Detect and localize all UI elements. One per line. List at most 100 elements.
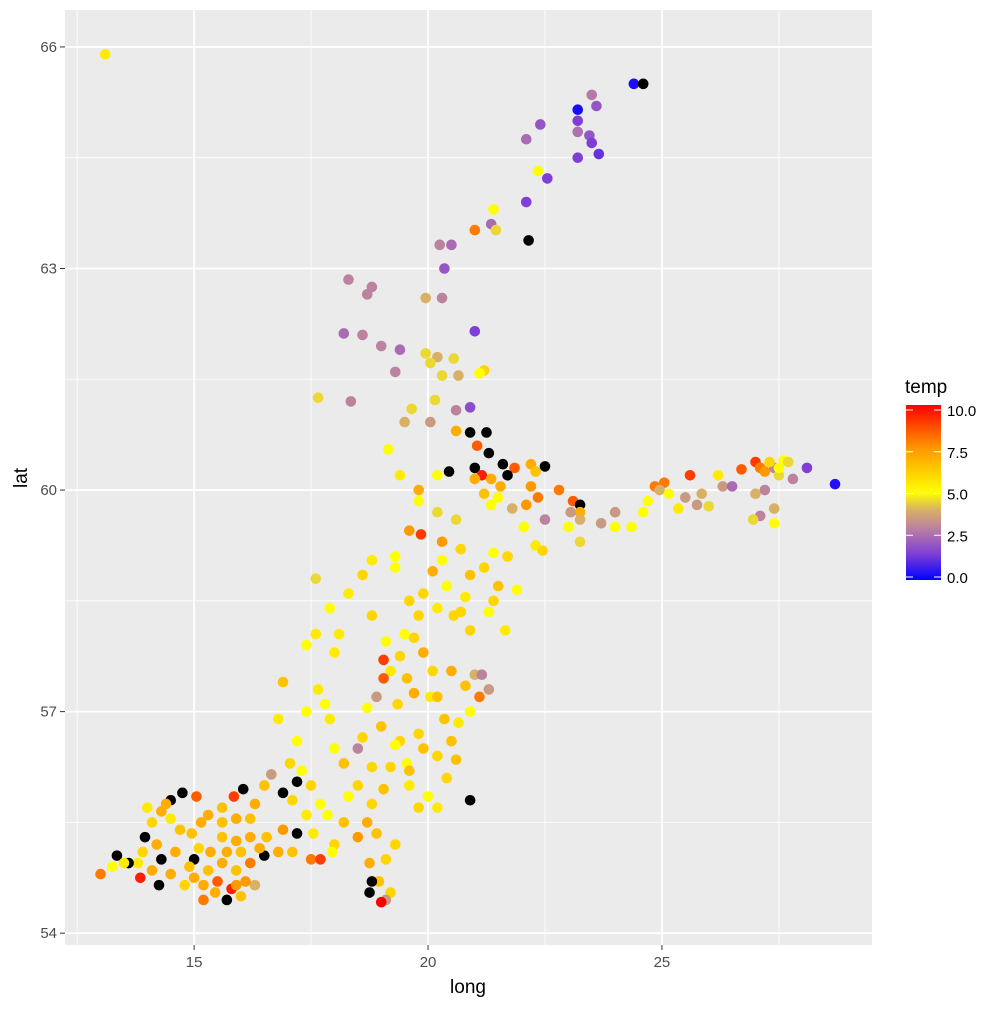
data-point (135, 872, 146, 884)
data-point (408, 632, 420, 644)
data-point-na (481, 427, 492, 438)
data-point (324, 713, 336, 725)
data-point (389, 739, 401, 751)
data-point (151, 839, 162, 850)
data-point (420, 348, 431, 359)
data-point (532, 165, 544, 177)
legend-tick-label: 2.5 (947, 528, 968, 545)
data-point (418, 743, 429, 754)
data-point (216, 857, 228, 869)
data-point (338, 817, 350, 828)
data-point (520, 196, 532, 208)
data-point (366, 798, 378, 810)
data-point (446, 735, 457, 747)
data-point (460, 680, 471, 692)
data-point (244, 813, 256, 825)
data-points (95, 49, 841, 908)
data-point (609, 521, 621, 533)
data-point (191, 791, 202, 802)
y-tick-label: 63 (40, 260, 57, 277)
data-point (312, 392, 324, 404)
data-point (478, 488, 490, 500)
data-point (375, 721, 387, 732)
data-point (471, 440, 483, 452)
data-point (357, 732, 368, 743)
legend-colorbar (906, 405, 941, 580)
data-point (106, 861, 118, 873)
data-point (759, 466, 771, 477)
data-point (478, 562, 490, 573)
data-point (432, 602, 443, 614)
data-point (782, 456, 794, 468)
data-point (385, 665, 396, 677)
data-point (464, 402, 476, 413)
data-point-na (464, 427, 476, 438)
data-point (389, 551, 401, 562)
data-point (553, 484, 565, 496)
data-point-na (469, 462, 481, 474)
data-point (663, 488, 675, 500)
data-point (277, 824, 289, 836)
data-point (455, 606, 467, 618)
data-point (530, 466, 541, 477)
data-point (216, 817, 228, 828)
data-point (188, 872, 200, 884)
data-point (333, 628, 345, 640)
data-point-na (366, 876, 378, 887)
data-point (574, 506, 586, 518)
data-point (202, 865, 214, 876)
data-point (273, 846, 284, 858)
data-point (413, 610, 424, 621)
legend-tick-label: 10.0 (947, 403, 976, 420)
data-point (637, 506, 649, 518)
data-point (375, 896, 387, 908)
data-point (768, 517, 780, 529)
data-point (266, 769, 277, 780)
data-point (450, 425, 462, 437)
data-point (240, 876, 251, 887)
data-point (310, 628, 322, 640)
data-point (736, 464, 747, 475)
data-point (436, 536, 448, 548)
data-point (439, 713, 450, 725)
data-point (413, 802, 424, 813)
data-point (429, 394, 441, 406)
data-point (525, 481, 537, 492)
legend-tick-label: 7.5 (947, 445, 968, 462)
data-point (427, 565, 439, 577)
data-point (609, 506, 621, 518)
data-point (343, 588, 354, 599)
data-point (492, 580, 504, 592)
data-point (322, 809, 333, 821)
data-point (654, 484, 665, 496)
x-tick-label: 20 (420, 954, 437, 971)
data-point (563, 521, 574, 533)
data-point (352, 780, 364, 791)
data-point (691, 499, 703, 511)
data-point (404, 765, 415, 777)
data-point (216, 802, 228, 813)
data-point-na (111, 850, 123, 861)
data-point (287, 794, 298, 806)
data-point (593, 148, 605, 160)
data-point (413, 728, 424, 740)
data-point (230, 865, 242, 876)
data-point (773, 462, 785, 474)
data-point (375, 340, 387, 352)
data-point (357, 569, 368, 581)
data-point (726, 481, 738, 492)
data-point (319, 698, 331, 710)
data-point-na (139, 831, 151, 843)
data-point (488, 547, 499, 559)
data-point (380, 854, 392, 865)
data-point (432, 691, 443, 703)
data-point (427, 665, 439, 677)
data-point (506, 503, 518, 514)
data-point-na (291, 776, 303, 788)
data-point (146, 817, 158, 828)
y-tick-label: 66 (40, 39, 57, 56)
legend-tick-label: 0.0 (947, 570, 968, 587)
data-point (273, 713, 284, 725)
y-axis: 54 57 60 63 66 (40, 39, 65, 942)
data-point (432, 802, 443, 813)
